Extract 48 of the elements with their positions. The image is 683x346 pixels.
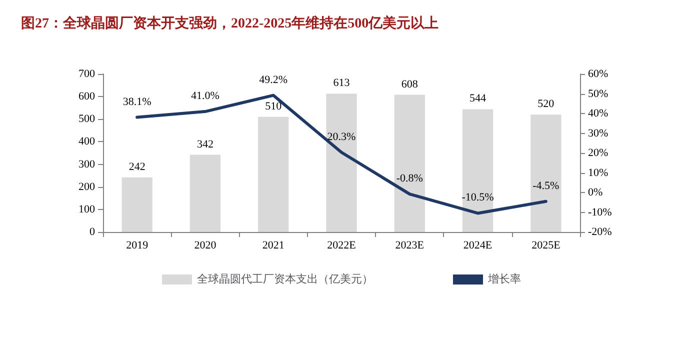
data-label: 613 — [333, 77, 350, 90]
chart-title: 图27：全球晶圆厂资本开支强劲，2022-2025年维持在500亿美元以上 — [21, 14, 439, 32]
y-tick-label: 200 — [78, 180, 96, 193]
y2-tick-label: 50% — [588, 88, 608, 100]
x-tick-label: 2020 — [194, 240, 217, 252]
y-tick-label: 0 — [90, 226, 96, 238]
bar — [394, 94, 425, 232]
data-label: 544 — [470, 92, 487, 105]
bar — [530, 114, 562, 232]
x-tick-label: 2023E — [395, 240, 424, 252]
y-tick-label: 700 — [78, 68, 96, 80]
data-label: -0.8% — [396, 172, 423, 185]
x-tick-label: 2022E — [327, 240, 356, 252]
data-label: 510 — [265, 100, 282, 112]
data-label: -10.5% — [462, 192, 494, 204]
data-label: 242 — [128, 160, 146, 173]
x-tick-label: 2024E — [463, 240, 492, 252]
bar — [258, 116, 289, 232]
legend-label: 增长率 — [487, 272, 521, 286]
data-label: 342 — [196, 138, 214, 150]
data-label: 49.2% — [259, 74, 288, 86]
y2-tick-label: 20% — [588, 147, 608, 159]
y-tick-label: 500 — [78, 113, 96, 126]
data-label: 520 — [538, 98, 555, 110]
y2-tick-label: -10% — [588, 206, 612, 218]
bar — [122, 177, 152, 232]
data-label: -4.5% — [532, 180, 560, 192]
data-label: 38.1% — [122, 96, 152, 108]
y-tick-label: 300 — [78, 158, 96, 170]
data-label: 608 — [401, 78, 418, 90]
y2-tick-label: 60% — [588, 68, 608, 80]
x-tick-label: 2021 — [262, 240, 284, 252]
y-tick-label: 100 — [78, 203, 96, 216]
data-label: 20.3% — [327, 130, 356, 143]
y-tick-label: 400 — [78, 136, 96, 148]
y2-tick-label: 30% — [588, 127, 608, 140]
y2-tick-label: 40% — [588, 108, 608, 120]
y2-tick-label: -20% — [588, 226, 612, 238]
legend-label: 全球晶圆代工厂资本支出（亿美元） — [197, 272, 373, 286]
x-tick-label: 2019 — [126, 240, 149, 252]
bar — [462, 109, 494, 232]
bar — [326, 94, 357, 232]
x-tick-label: 2025E — [532, 240, 561, 252]
y-tick-label: 600 — [78, 90, 96, 103]
bar — [190, 154, 221, 232]
y2-tick-label: 10% — [588, 166, 608, 179]
y2-tick-label: 0% — [588, 186, 603, 198]
data-label: 41.0% — [191, 90, 220, 102]
